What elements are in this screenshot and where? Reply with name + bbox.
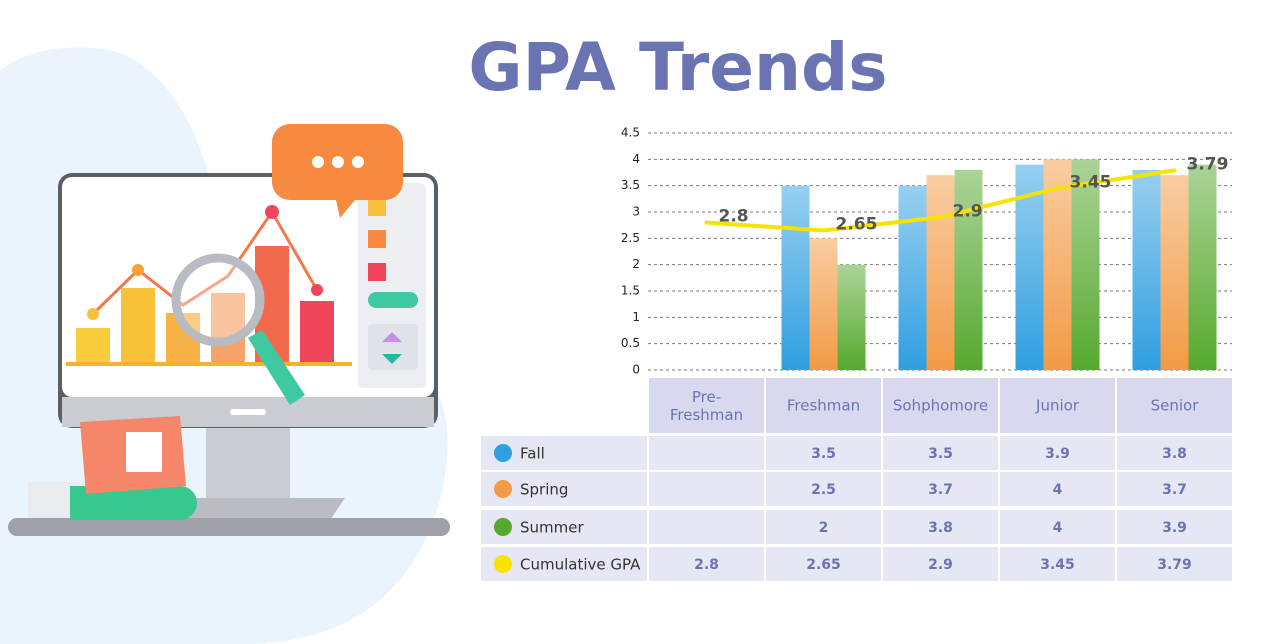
y-tick-label: 0: [632, 363, 640, 377]
table-header-cell: [1117, 378, 1232, 433]
legend-swatch: [494, 518, 512, 536]
table-value: 4: [1053, 482, 1063, 498]
x-tick-label: Freshman: [787, 397, 860, 415]
y-tick-label: 1.5: [621, 284, 640, 298]
y-tick-label: 2.5: [621, 231, 640, 245]
table-value: 3.7: [928, 482, 953, 498]
table-cell: [766, 436, 881, 470]
chart: 0 0.5 1 1.5 2 2.5 3 3.5 4 4.5 2.8 2.65 2.9 3.45 3.79 Pr…: [481, 126, 1232, 581]
table-cell: [649, 436, 764, 470]
bar: [1188, 164, 1217, 370]
y-tick-label: 3: [632, 205, 640, 219]
table-cell: [649, 547, 764, 581]
legend-swatch: [494, 555, 512, 573]
table-value: 4: [1053, 520, 1063, 536]
table-cell: [883, 510, 998, 544]
bar: [781, 185, 810, 370]
table-value: 3.8: [1162, 446, 1187, 462]
table-value: 3.8: [928, 520, 953, 536]
y-tick-label: 4: [632, 152, 640, 166]
bar: [898, 185, 927, 370]
table-cell: [649, 510, 764, 544]
table-cell: [766, 510, 881, 544]
y-tick-label: 0.5: [621, 336, 640, 350]
y-tick-label: 1: [632, 310, 640, 324]
table-value: 3.7: [1162, 482, 1187, 498]
table-value: 3.9: [1045, 446, 1070, 462]
table-cell: [1000, 472, 1115, 506]
table-value: 3.5: [811, 446, 836, 462]
x-tick-label: Pre-Freshman: [670, 388, 743, 424]
legend-label: Spring: [520, 481, 568, 499]
table-cell: [649, 472, 764, 506]
table-value: 3.45: [1040, 557, 1075, 573]
data-label: 2.65: [836, 214, 878, 234]
data-label: 2.9: [953, 201, 983, 221]
table-cell: [766, 472, 881, 506]
table-cell: [1117, 436, 1232, 470]
table-header-cell: [766, 378, 881, 433]
table-cell: [883, 436, 998, 470]
table-cell: [1000, 510, 1115, 544]
table-value: 3.79: [1157, 557, 1192, 573]
table-header-cell: [1000, 378, 1115, 433]
table-cell: [1117, 472, 1232, 506]
legend-label: Summer: [520, 519, 584, 537]
table-header-cell: [883, 378, 998, 433]
table-cell: [883, 547, 998, 581]
bar: [837, 264, 866, 370]
x-tick-label: Sohphomore: [893, 397, 988, 415]
data-label: 3.45: [1070, 172, 1112, 192]
legend-label: Fall: [520, 445, 545, 463]
table-value: 3.5: [928, 446, 953, 462]
x-tick-label: Senior: [1151, 397, 1200, 415]
bar: [1043, 159, 1072, 370]
line: [704, 168, 1177, 233]
table-value: 2: [819, 520, 829, 536]
legend-swatch: [494, 480, 512, 498]
y-tick-label: 2: [632, 257, 640, 271]
table-cell: [1117, 547, 1232, 581]
data-label: 3.79: [1187, 154, 1229, 174]
table-value: 2.65: [806, 557, 841, 573]
y-tick-label: 3.5: [621, 178, 640, 192]
data-label: 2.8: [719, 207, 749, 227]
table-value: 2.9: [928, 557, 953, 573]
table-value: 2.8: [694, 557, 719, 573]
bar: [954, 169, 983, 370]
illustration: [0, 47, 450, 644]
legend-label: Cumulative GPA: [520, 556, 641, 574]
table-cell: [1000, 436, 1115, 470]
table-cell: [1000, 547, 1115, 581]
bar: [926, 175, 955, 370]
table-value: 3.9: [1162, 520, 1187, 536]
table-cell: [1117, 510, 1232, 544]
x-tick-label: Junior: [1035, 397, 1080, 415]
chart-title: GPA Trends: [468, 29, 887, 106]
bar: [1071, 159, 1100, 370]
legend-swatch: [494, 444, 512, 462]
bar: [1160, 175, 1189, 370]
bar: [1132, 169, 1161, 370]
table-value: 2.5: [811, 482, 836, 498]
bar: [809, 238, 838, 370]
y-tick-label: 4.5: [621, 126, 640, 140]
table-cell: [766, 547, 881, 581]
table-header-cell: [649, 378, 764, 433]
table-cell: [883, 472, 998, 506]
